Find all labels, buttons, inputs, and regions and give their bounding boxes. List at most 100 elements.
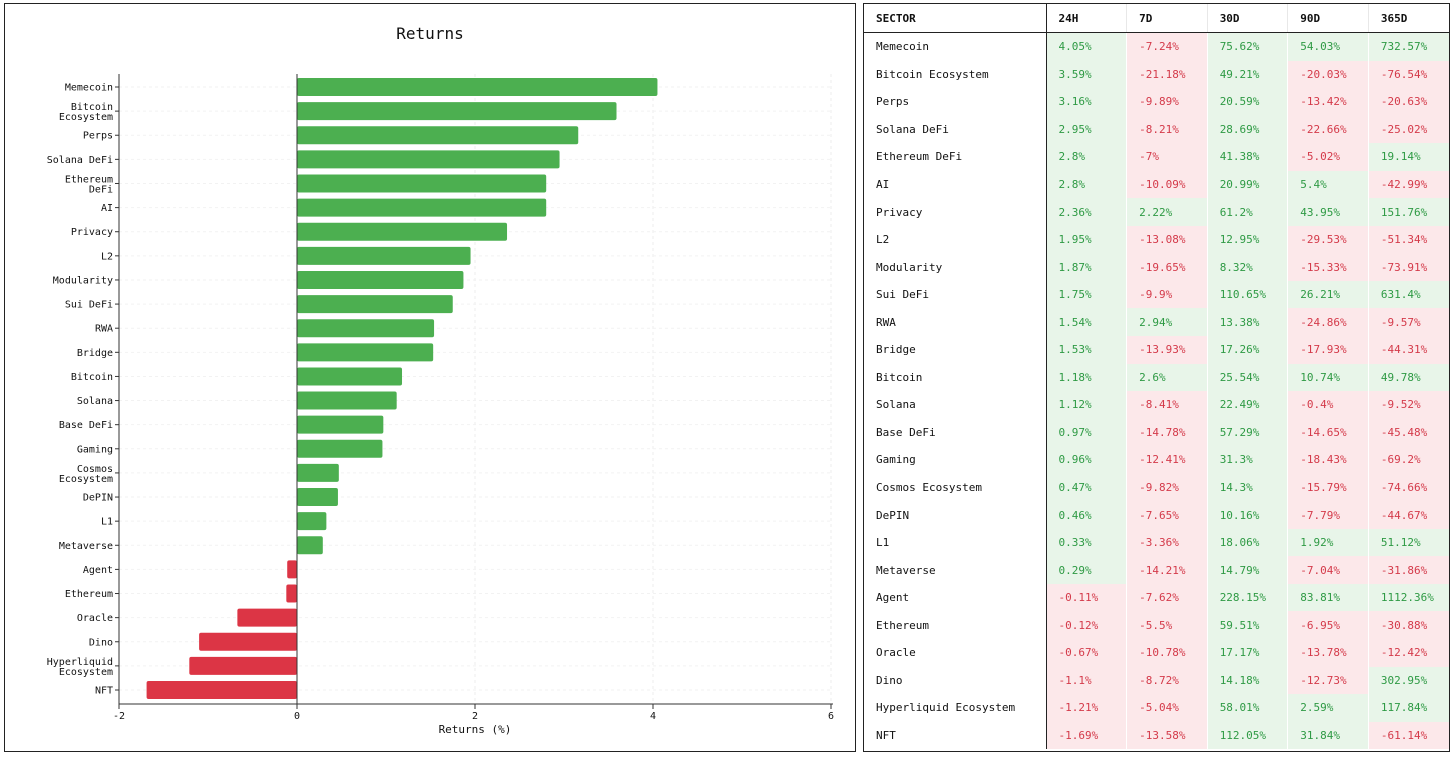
- return-cell: -8.72%: [1126, 666, 1208, 695]
- return-cell: 0.97%: [1045, 418, 1127, 447]
- chart-axes: Memecoin Bitcoin Ecosystem Perps Solana DeFi…: [47, 74, 834, 722]
- bar: [297, 536, 323, 555]
- table-row: Memecoin 4.05% -7.24% 75.62% 54.03% 732.57%: [864, 32, 1449, 61]
- return-cell: 20.99%: [1206, 170, 1288, 199]
- return-cell: 3.16%: [1045, 88, 1127, 116]
- return-cell: 2.36%: [1045, 198, 1127, 226]
- return-cell: 151.76%: [1367, 198, 1449, 226]
- return-cell: -13.78%: [1287, 639, 1369, 667]
- bar: [297, 102, 617, 121]
- return-cell: -31.86%: [1367, 556, 1449, 584]
- bar: [297, 319, 435, 338]
- return-cell: -9.9%: [1126, 280, 1208, 309]
- table-row: Modularity 1.87% -19.65% 8.32% -15.33% -73.91…: [864, 253, 1449, 281]
- table-row: Base DeFi 0.97% -14.78% 57.29% -14.65% -45.48…: [864, 418, 1449, 447]
- return-cell: -1.21%: [1045, 694, 1127, 722]
- sector-cell: Bitcoin Ecosystem: [864, 60, 1047, 89]
- y-tick-label: Privacy: [71, 227, 113, 238]
- sector-cell: Modularity: [864, 253, 1047, 281]
- sector-cell: Dino: [864, 666, 1047, 695]
- return-cell: -20.03%: [1287, 60, 1369, 89]
- y-tick-label: Hyperliquid Ecosystem: [47, 657, 113, 678]
- return-cell: 1.54%: [1045, 308, 1127, 337]
- table-row: Privacy 2.36% 2.22% 61.2% 43.95% 151.76%: [864, 198, 1449, 226]
- return-cell: -0.4%: [1287, 391, 1369, 419]
- table-row: Bridge 1.53% -13.93% 17.26% -17.93% -44.31%: [864, 336, 1449, 364]
- return-cell: -7.04%: [1287, 556, 1369, 584]
- return-cell: 14.18%: [1206, 666, 1288, 695]
- bar: [297, 512, 327, 531]
- return-cell: -29.53%: [1287, 225, 1369, 254]
- return-cell: 75.62%: [1206, 32, 1288, 61]
- bar: [297, 463, 339, 482]
- sector-cell: Base DeFi: [864, 418, 1047, 447]
- bar: [287, 560, 297, 579]
- return-cell: -15.79%: [1287, 473, 1369, 502]
- sector-cell: Privacy: [864, 198, 1047, 226]
- return-cell: -5.02%: [1287, 143, 1369, 171]
- return-cell: 17.17%: [1206, 639, 1288, 667]
- return-cell: -13.58%: [1126, 721, 1208, 750]
- return-cell: -10.78%: [1126, 639, 1208, 667]
- return-cell: 49.21%: [1206, 60, 1288, 89]
- x-tick-label: 0: [294, 711, 300, 722]
- bar: [297, 391, 397, 410]
- sector-cell: Agent: [864, 583, 1047, 612]
- return-cell: -0.67%: [1045, 639, 1127, 667]
- bar: [297, 488, 338, 507]
- return-cell: -7.79%: [1287, 501, 1369, 529]
- return-cell: 0.33%: [1045, 528, 1127, 557]
- table-row: Bitcoin Ecosystem 3.59% -21.18% 49.21% -20.0…: [864, 60, 1449, 89]
- bar: [297, 174, 547, 193]
- return-cell: 43.95%: [1287, 198, 1369, 226]
- sector-cell: Cosmos Ecosystem: [864, 473, 1047, 502]
- bar: [297, 270, 464, 289]
- returns-chart-panel: Memecoin Bitcoin Ecosystem Perps Solana DeFi…: [4, 3, 856, 752]
- y-tick-label: Dino: [89, 637, 113, 648]
- return-cell: 2.8%: [1045, 143, 1127, 171]
- bar: [286, 584, 297, 603]
- table-row: L1 0.33% -3.36% 18.06% 1.92% 51.12%: [864, 528, 1449, 557]
- bar: [297, 150, 560, 169]
- return-cell: 58.01%: [1206, 694, 1288, 722]
- column-header: 30D: [1206, 4, 1288, 33]
- sector-cell: DePIN: [864, 501, 1047, 529]
- y-tick-label: RWA: [95, 324, 113, 335]
- sector-cell: Metaverse: [864, 556, 1047, 584]
- sector-cell: Memecoin: [864, 32, 1047, 61]
- table-row: NFT -1.69% -13.58% 112.05% 31.84% -61.14%: [864, 721, 1449, 750]
- y-tick-label: Ethereum DeFi: [65, 174, 113, 195]
- return-cell: 1.18%: [1045, 363, 1127, 392]
- return-cell: 10.16%: [1206, 501, 1288, 529]
- return-cell: 61.2%: [1206, 198, 1288, 226]
- return-cell: 112.05%: [1206, 721, 1288, 750]
- table-row: Sui DeFi 1.75% -9.9% 110.65% 26.21% 631.4%: [864, 280, 1449, 309]
- table-body: Memecoin 4.05% -7.24% 75.62% 54.03% 732.57% Bi…: [864, 32, 1449, 750]
- return-cell: 2.6%: [1126, 363, 1208, 392]
- return-cell: 1.53%: [1045, 336, 1127, 364]
- return-cell: -20.63%: [1367, 88, 1449, 116]
- return-cell: 51.12%: [1367, 528, 1449, 557]
- y-tick-label: Bitcoin: [71, 372, 113, 383]
- returns-table-panel: SECTOR 24H 7D 30D 90D 365D Memecoin 4.05% -7.24…: [863, 3, 1450, 752]
- return-cell: -61.14%: [1367, 721, 1449, 750]
- return-cell: -21.18%: [1126, 60, 1208, 89]
- return-cell: -0.11%: [1045, 583, 1127, 612]
- return-cell: 302.95%: [1367, 666, 1449, 695]
- return-cell: 0.96%: [1045, 446, 1127, 474]
- return-cell: 1.12%: [1045, 391, 1127, 419]
- returns-table: SECTOR 24H 7D 30D 90D 365D Memecoin 4.05% -7.24…: [864, 4, 1449, 750]
- return-cell: 2.94%: [1126, 308, 1208, 337]
- return-cell: 2.59%: [1287, 694, 1369, 722]
- column-header: 7D: [1126, 4, 1208, 33]
- return-cell: 2.22%: [1126, 198, 1208, 226]
- return-cell: 1112.36%: [1367, 583, 1449, 612]
- table-row: Oracle -0.67% -10.78% 17.17% -13.78% -12.42%: [864, 639, 1449, 667]
- sector-cell: RWA: [864, 308, 1047, 337]
- table-row: RWA 1.54% 2.94% 13.38% -24.86% -9.57%: [864, 308, 1449, 337]
- return-cell: 18.06%: [1206, 528, 1288, 557]
- return-cell: -8.41%: [1126, 391, 1208, 419]
- return-cell: -44.67%: [1367, 501, 1449, 529]
- return-cell: -30.88%: [1367, 611, 1449, 640]
- return-cell: -3.36%: [1126, 528, 1208, 557]
